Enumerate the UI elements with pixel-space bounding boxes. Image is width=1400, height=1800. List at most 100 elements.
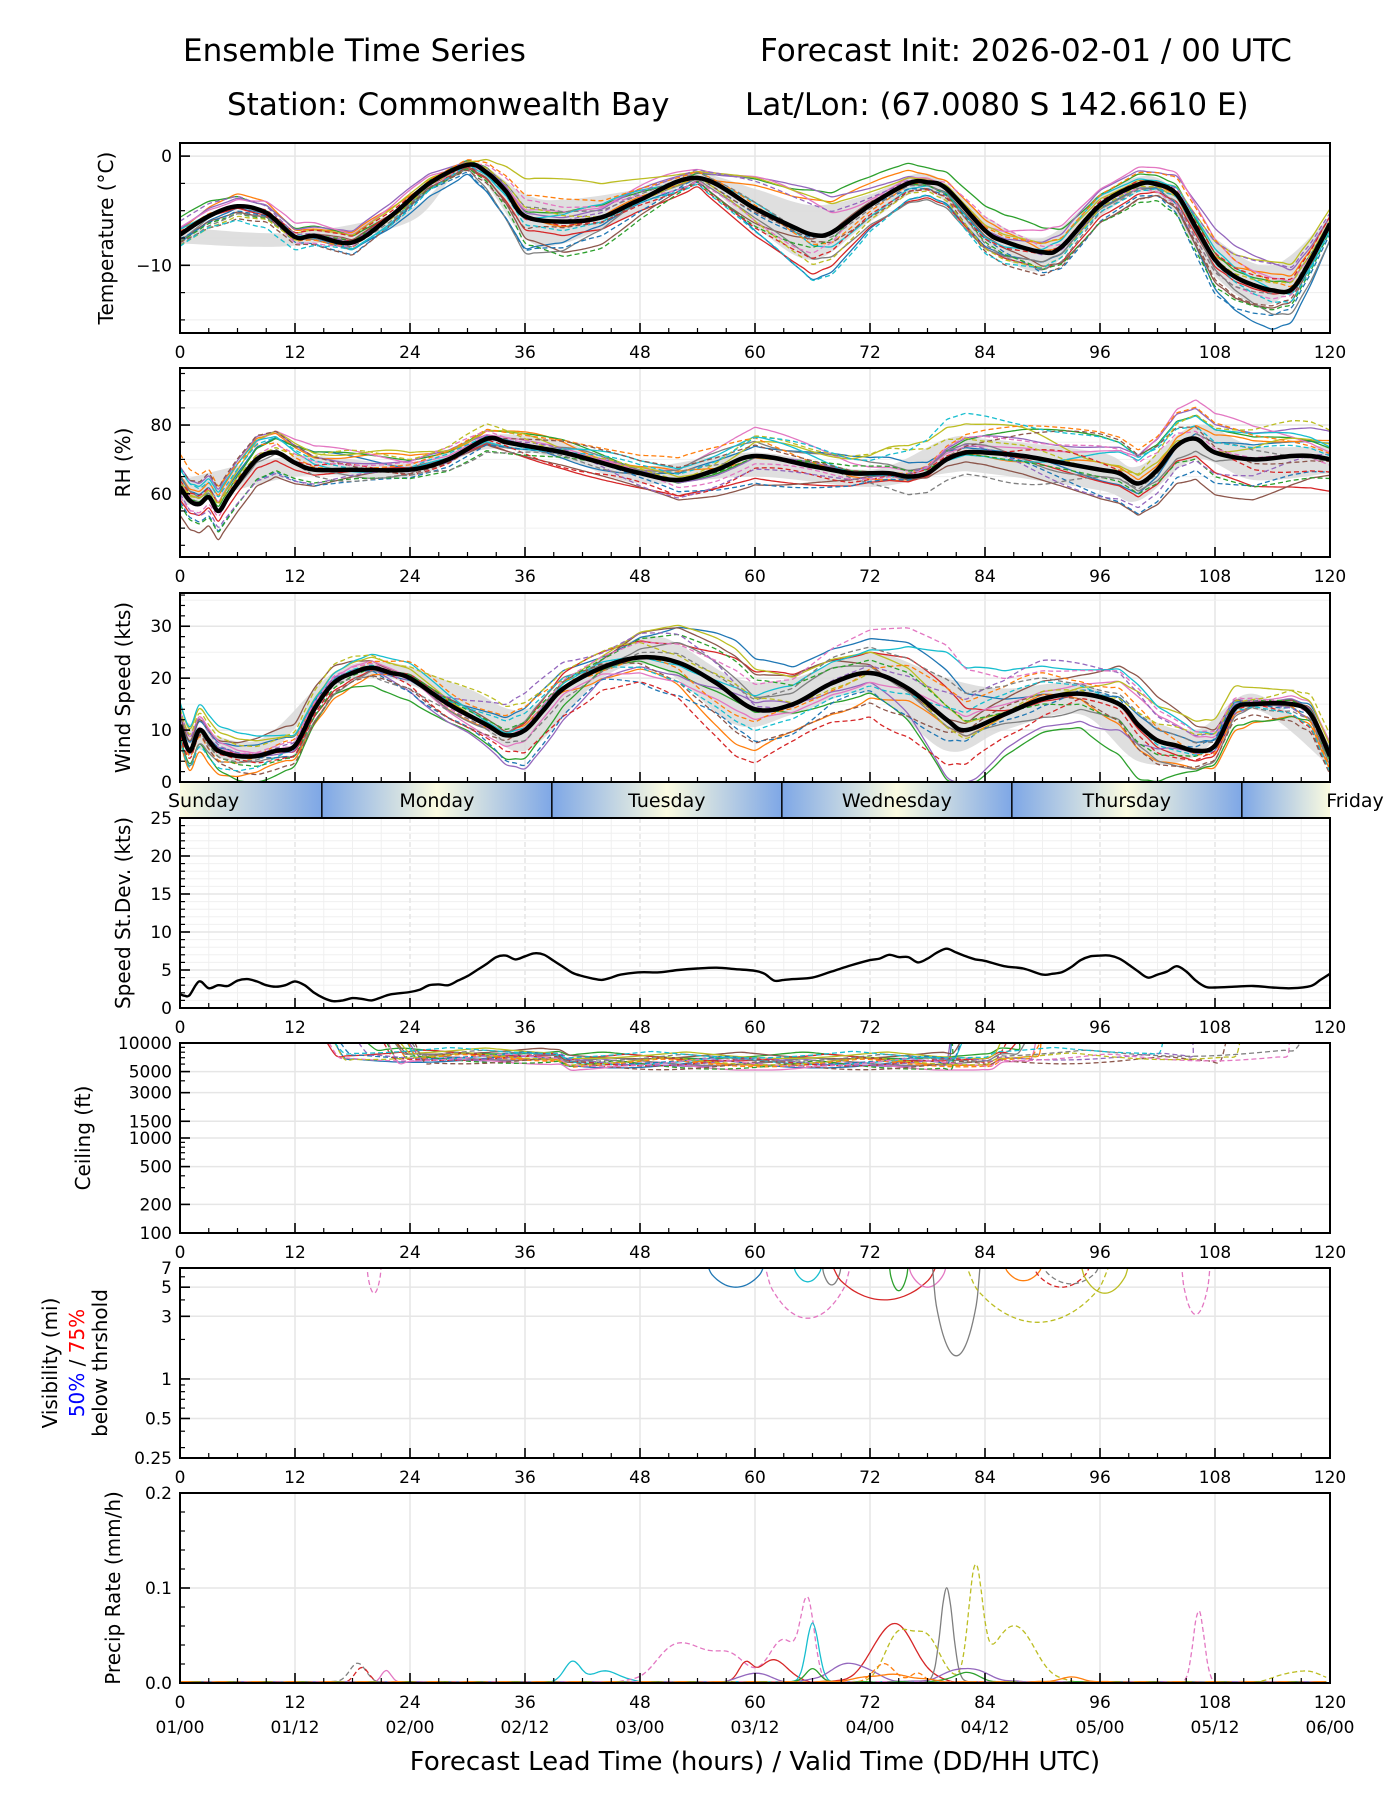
x-tick-label: 12 xyxy=(284,343,306,363)
x-tick-label: 60 xyxy=(744,567,766,587)
ensemble-member-line xyxy=(707,1268,764,1288)
visibility-threshold-label: 50% / 75% xyxy=(65,1309,89,1417)
y-tick-label: 25 xyxy=(150,809,172,829)
valid-time-tick-label: 03/12 xyxy=(731,1718,780,1738)
ensemble-member-line xyxy=(394,1043,1026,1066)
y-tick-label: 5000 xyxy=(129,1063,172,1083)
x-tick-label: 0 xyxy=(175,1693,186,1713)
y-tick-label: 80 xyxy=(150,416,172,436)
x-tick-label: 48 xyxy=(629,1018,651,1038)
x-tick-label: 96 xyxy=(1089,1693,1111,1713)
x-tick-label: 108 xyxy=(1199,1468,1231,1488)
y-tick-label: 1000 xyxy=(129,1129,172,1149)
ensemble-member-line xyxy=(180,166,1330,281)
ensemble-member-line xyxy=(386,1043,954,1071)
y-tick-label: 0.1 xyxy=(145,1579,172,1599)
ensemble-member-line xyxy=(908,1268,947,1288)
x-tick-label: 24 xyxy=(399,1243,421,1263)
x-tick-label: 36 xyxy=(514,567,536,587)
x-tick-label: 60 xyxy=(744,1693,766,1713)
ensemble-member-line xyxy=(180,169,1330,307)
visibility-y-axis-label: Visibility (mi) xyxy=(38,1298,62,1429)
x-tick-label: 60 xyxy=(744,343,766,363)
x-tick-label: 72 xyxy=(859,1243,881,1263)
visibility-grid xyxy=(180,1268,1330,1458)
valid-time-tick-label: 02/12 xyxy=(501,1718,550,1738)
x-tick-label: 60 xyxy=(744,1018,766,1038)
ensemble-member-line xyxy=(411,1043,1301,1063)
y-tick-label: 5 xyxy=(161,1278,172,1298)
ensemble-member-line xyxy=(180,646,1330,763)
precip_rate-grid xyxy=(180,1493,1330,1683)
wind_speed-panel: 0 10 20 30 Wind Speed (kts) xyxy=(111,592,1331,793)
x-tick-label: 120 xyxy=(1314,567,1346,587)
x-tick-label: 96 xyxy=(1089,567,1111,587)
wind-speed-y-axis-label: Wind Speed (kts) xyxy=(111,602,135,773)
y-tick-label: 500 xyxy=(140,1158,172,1178)
day-segment xyxy=(321,783,552,817)
y-tick-label: 0.5 xyxy=(145,1409,172,1429)
speed-stdev-line xyxy=(180,947,1330,1003)
valid-time-tick-label: 03/00 xyxy=(616,1718,665,1738)
x-tick-label: 12 xyxy=(284,1468,306,1488)
ensemble-member-line xyxy=(328,1043,1290,1067)
precip_rate-panel: 0.0 0.1 0.2 0 12 24 36 48 60 72 84 96 108 120 01/00 01/… xyxy=(101,1484,1355,1777)
temperature-panel: 0 −10 0 12 24 36 48 60 72 84 96 108 120 Temperature (… xyxy=(94,142,1346,363)
x-tick-label: 120 xyxy=(1314,1693,1346,1713)
ensemble-member-line xyxy=(180,646,1330,751)
ensemble-member-line xyxy=(966,1268,1109,1323)
x-tick-label: 48 xyxy=(629,1243,651,1263)
forecast-init: Forecast Init: 2026-02-01 / 00 UTC xyxy=(760,33,1292,69)
x-tick-label: 84 xyxy=(974,567,996,587)
day-label-sunday: Sunday xyxy=(168,790,239,812)
x-tick-label: 120 xyxy=(1314,343,1346,363)
ensemble-member-line xyxy=(180,641,1330,748)
rh-members xyxy=(180,399,1330,541)
x-tick-label: 24 xyxy=(399,343,421,363)
x-tick-label: 24 xyxy=(399,1468,421,1488)
precip-members xyxy=(180,1563,1327,1683)
y-tick-label: 0.0 xyxy=(145,1674,172,1694)
valid-time-tick-label: 05/12 xyxy=(1191,1718,1240,1738)
station-name: Station: Commonwealth Bay xyxy=(227,87,670,123)
temperature-ensemble-mean-line xyxy=(180,162,1330,295)
y-tick-label: 3000 xyxy=(129,1084,172,1104)
temperature-y-axis-label: Temperature (°C) xyxy=(94,152,118,326)
threshold-50-label: 50% xyxy=(65,1373,89,1417)
ensemble-member-line xyxy=(366,1268,382,1294)
rh-ensemble-mean-line xyxy=(180,435,1330,514)
ensemble-member-line xyxy=(180,660,1330,782)
x-tick-label: 84 xyxy=(974,343,996,363)
ensemble-member-line xyxy=(180,642,1330,770)
x-tick-label: 84 xyxy=(974,1243,996,1263)
ensemble-member-line xyxy=(334,1043,953,1069)
ensemble-member-line xyxy=(180,632,1330,760)
lat-lon: Lat/Lon: (67.0080 S 142.6610 E) xyxy=(745,87,1249,123)
valid-time-tick-label: 01/00 xyxy=(156,1718,205,1738)
ensemble-member-line xyxy=(888,1268,909,1292)
valid-time-tick-label: 04/12 xyxy=(961,1718,1010,1738)
ensemble-member-line xyxy=(1181,1268,1211,1316)
day-label-tuesday: Tuesday xyxy=(627,790,705,812)
threshold-75-label: 75% xyxy=(65,1309,89,1353)
ceiling-grid xyxy=(180,1043,1330,1233)
x-tick-label: 84 xyxy=(974,1468,996,1488)
ensemble-member-line xyxy=(180,1610,1327,1683)
y-tick-label: 100 xyxy=(140,1224,172,1244)
y-tick-label: 0 xyxy=(161,147,172,167)
temperature-grid xyxy=(180,143,1330,333)
y-tick-label: 200 xyxy=(140,1195,172,1215)
ensemble-member-line xyxy=(180,414,1330,505)
visibility-members xyxy=(366,1268,1211,1357)
day-label-friday: Friday xyxy=(1326,790,1384,812)
ensemble-member-line xyxy=(334,1043,1241,1066)
x-tick-label: 0 xyxy=(175,1018,186,1038)
ensemble-member-line xyxy=(180,670,1330,767)
y-tick-label: 60 xyxy=(150,485,172,505)
x-tick-label: 72 xyxy=(859,1018,881,1038)
x-tick-label: 96 xyxy=(1089,1243,1111,1263)
x-tick-label: 120 xyxy=(1314,1468,1346,1488)
x-tick-label: 12 xyxy=(284,1693,306,1713)
day-segment xyxy=(781,783,1012,817)
